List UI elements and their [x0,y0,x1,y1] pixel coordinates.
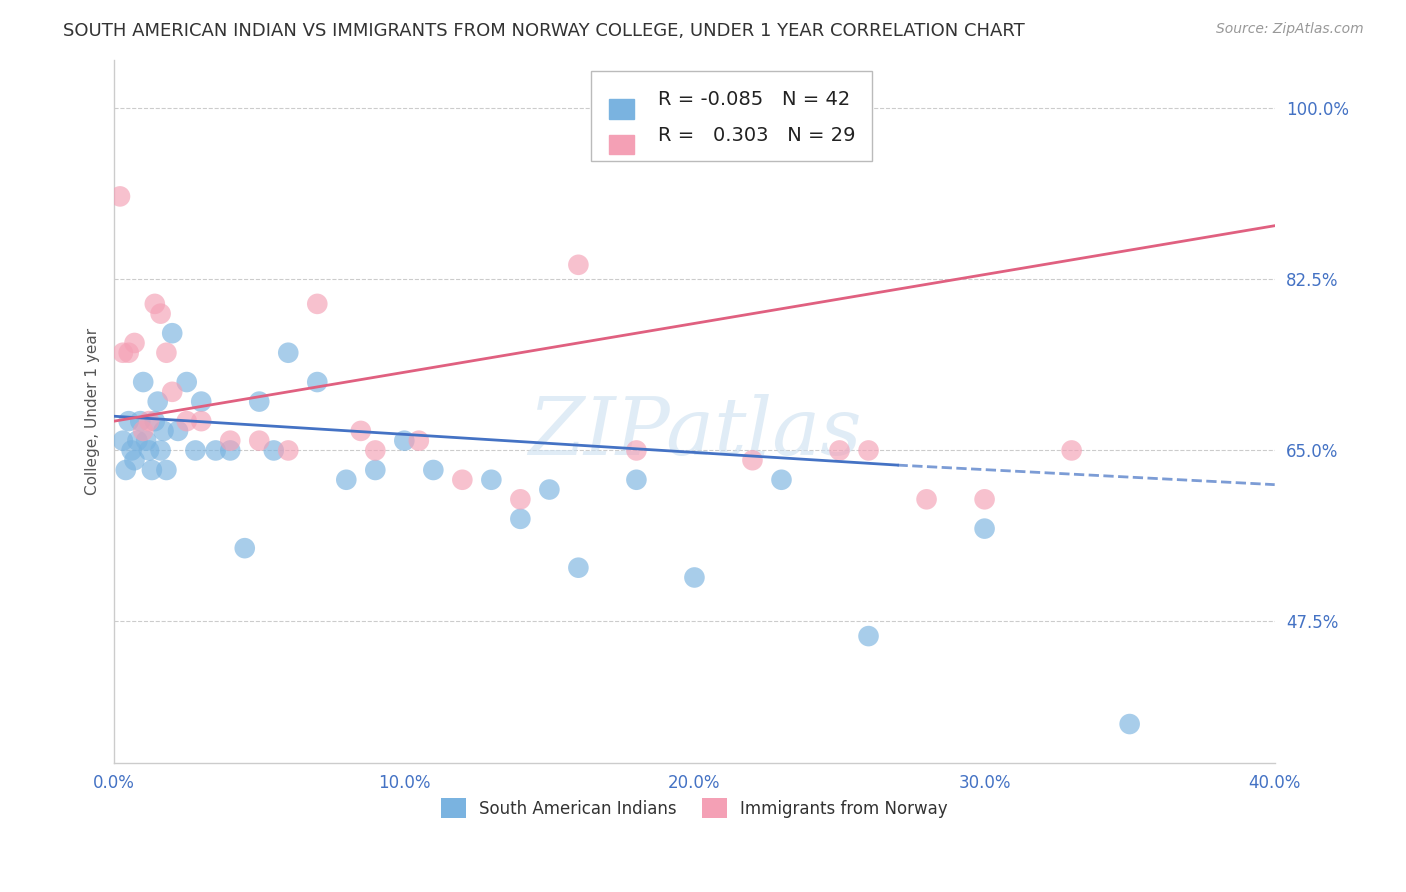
Point [155,463,177,477]
Point [479,473,502,487]
Point [307,297,329,311]
Point [915,492,938,507]
Point [176,375,198,389]
Point [146,394,169,409]
Point [160,326,183,341]
Point [741,453,763,467]
Point [111,345,134,359]
Point [828,443,851,458]
Text: R =   0.303   N = 29: R = 0.303 N = 29 [658,126,855,145]
Point [277,345,299,359]
Point [127,434,149,448]
Point [124,453,146,467]
Point [138,443,160,458]
Point [111,434,134,448]
Point [160,384,183,399]
Point [132,424,155,438]
Point [219,443,242,458]
Point [364,463,387,477]
Point [335,473,357,487]
Y-axis label: College, Under 1 year: College, Under 1 year [86,327,100,495]
Point [204,443,226,458]
Point [176,414,198,428]
Point [247,434,270,448]
Point [219,434,242,448]
Point [451,473,474,487]
Point [143,297,166,311]
Point [263,443,285,458]
Point [683,570,706,584]
Point [132,375,155,389]
Point [184,443,207,458]
Point [408,434,430,448]
Point [538,483,561,497]
Point [509,492,531,507]
Point [138,414,160,428]
Point [626,473,648,487]
Point [152,424,174,438]
Point [129,414,152,428]
Point [307,375,329,389]
Point [190,394,212,409]
Point [1118,717,1140,731]
Point [135,434,157,448]
Point [858,629,880,643]
Point [973,522,995,536]
Point [143,414,166,428]
Point [118,414,141,428]
Point [509,512,531,526]
Point [770,473,793,487]
Point [350,424,373,438]
Point [121,443,143,458]
Point [149,307,172,321]
Point [149,443,172,458]
Point [190,414,212,428]
Point [858,443,880,458]
Point [277,443,299,458]
Text: SOUTH AMERICAN INDIAN VS IMMIGRANTS FROM NORWAY COLLEGE, UNDER 1 YEAR CORRELATIO: SOUTH AMERICAN INDIAN VS IMMIGRANTS FROM… [63,22,1025,40]
Point [118,345,141,359]
Text: Source: ZipAtlas.com: Source: ZipAtlas.com [1216,22,1364,37]
Point [1060,443,1083,458]
Point [167,424,190,438]
Point [155,345,177,359]
Text: ZIPatlas: ZIPatlas [527,393,862,471]
Text: R = -0.085   N = 42: R = -0.085 N = 42 [658,90,851,110]
Point [422,463,444,477]
Point [973,492,995,507]
Point [233,541,256,556]
Point [394,434,416,448]
Point [626,443,648,458]
Point [108,189,131,203]
Point [567,258,589,272]
Point [364,443,387,458]
Point [114,463,136,477]
Point [124,335,146,350]
Point [567,560,589,574]
Point [141,463,163,477]
Point [247,394,270,409]
Legend: South American Indians, Immigrants from Norway: South American Indians, Immigrants from … [434,791,955,825]
